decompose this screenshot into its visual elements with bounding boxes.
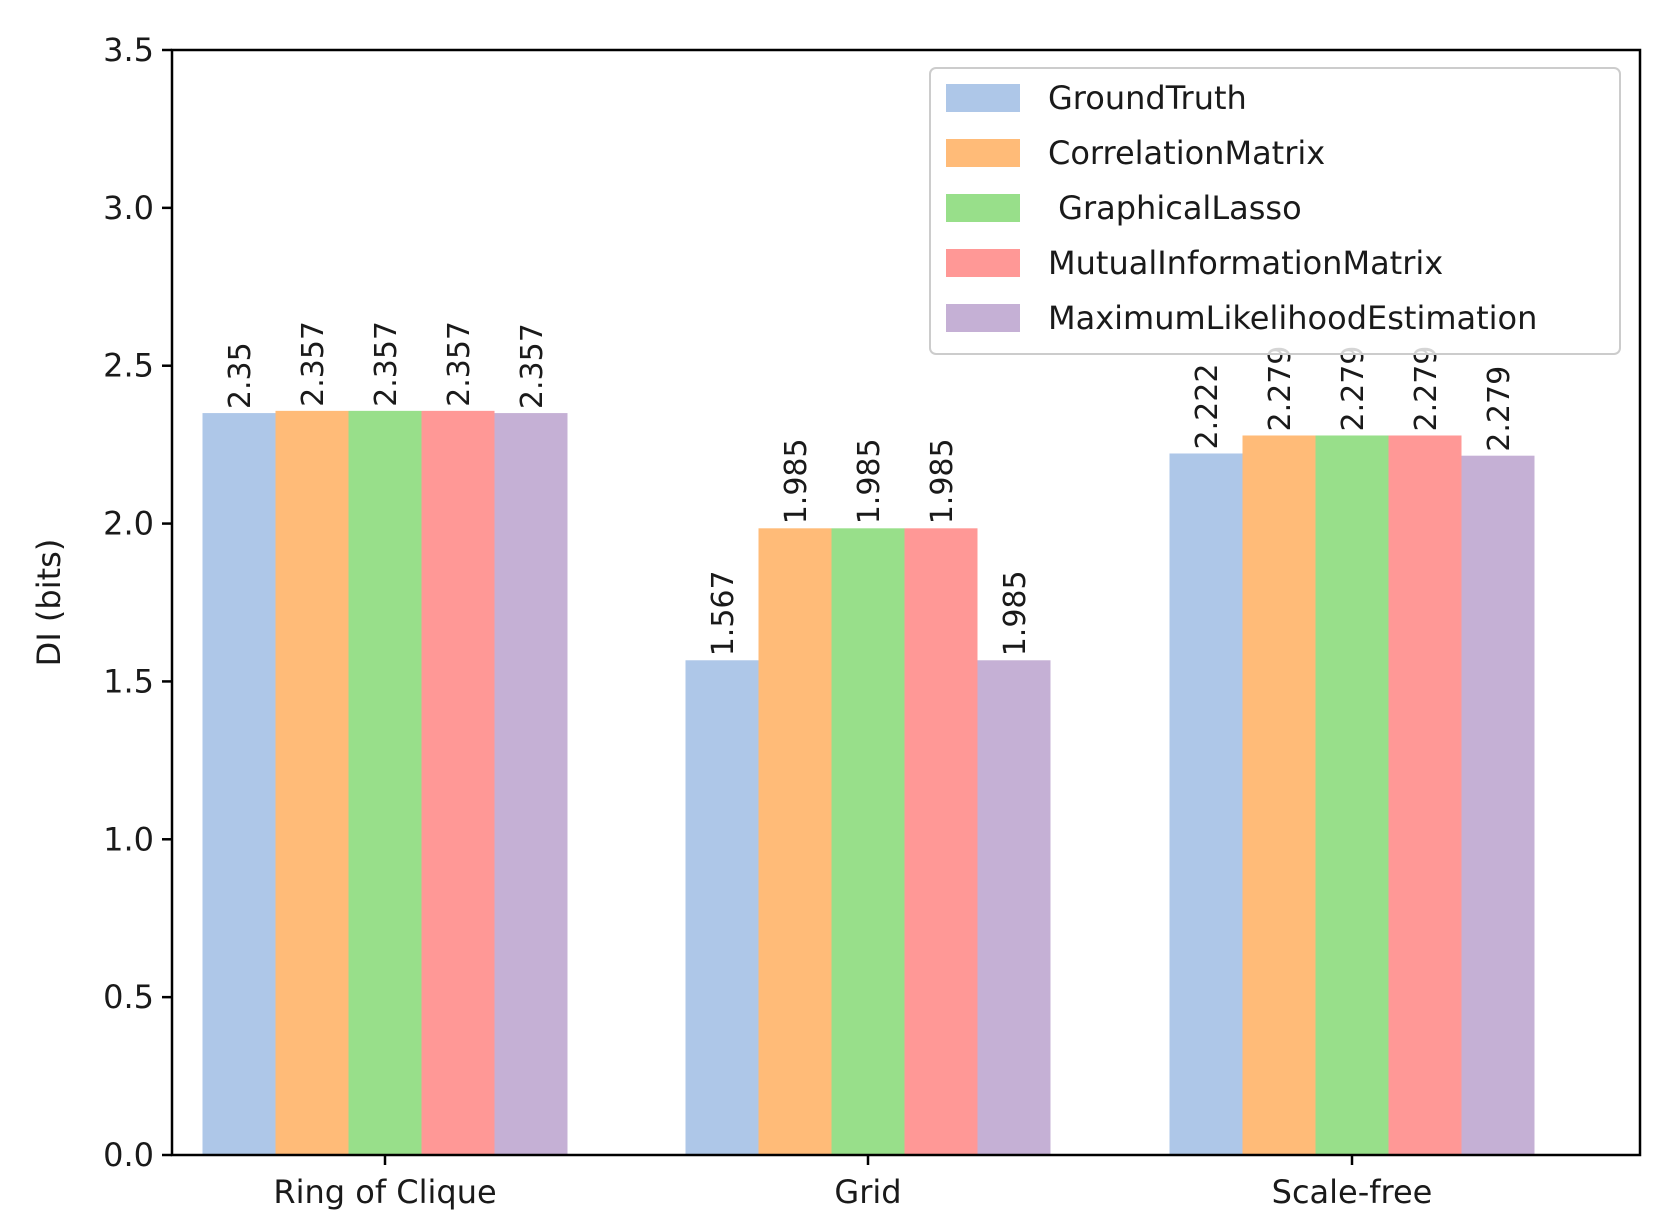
axes-layer: 0.0 0.5 1.0 1.5 2.0 2.5 3.0 3.5 Ring of Clique Gr… [30, 31, 1642, 1210]
legend: GroundTruth CorrelationMatrix GraphicalLa… [929, 67, 1621, 355]
x-tick-label: Ring of Clique [273, 1173, 496, 1210]
bar-0-0 [202, 413, 276, 1156]
bar-1-3 [904, 528, 978, 1155]
bar-labels-layer: 2.35 2.357 2.357 2.357 2.357 1.567 1.985 1.985 1… [223, 321, 1517, 656]
y-tick-label: 2.0 [103, 505, 154, 543]
bar-value-label: 2.357 [442, 321, 477, 407]
bar-value-label: 1.567 [706, 570, 741, 656]
legend-label: MaximumLikelihoodEstimation [1048, 299, 1537, 337]
legend-swatch [946, 139, 1020, 167]
bar-value-label: 2.279 [1336, 346, 1371, 432]
legend-label: GraphicalLasso [1048, 189, 1302, 227]
bar-value-label: 1.985 [779, 438, 814, 524]
bar-value-label: 2.279 [1409, 346, 1444, 432]
legend-swatch [946, 249, 1020, 277]
bar-value-label: 2.357 [515, 323, 550, 409]
bar-0-2 [348, 410, 422, 1155]
bar-value-label: 2.357 [369, 321, 404, 407]
x-tick-label: Scale-free [1272, 1173, 1433, 1210]
bar-2-2 [1315, 435, 1389, 1155]
bar-1-0 [685, 660, 759, 1155]
y-tick-label: 3.5 [103, 31, 154, 69]
bar-2-3 [1388, 435, 1462, 1155]
bar-value-label: 1.985 [998, 570, 1033, 656]
y-tick-label: 0.0 [103, 1136, 154, 1174]
bar-value-label: 2.357 [296, 321, 331, 407]
bar-value-label: 2.35 [223, 342, 258, 409]
legend-swatch [946, 304, 1020, 332]
bars-layer [202, 410, 1535, 1156]
y-tick-label: 2.5 [103, 347, 154, 385]
legend-label: CorrelationMatrix [1048, 134, 1325, 172]
y-tick-label: 1.5 [103, 662, 154, 700]
bar-1-4 [977, 660, 1051, 1155]
bar-value-label: 2.279 [1263, 346, 1298, 432]
y-tick-label: 0.5 [103, 978, 154, 1016]
legend-box [929, 67, 1621, 355]
plot-frame [170, 48, 1642, 1157]
y-tick-label: 1.0 [103, 820, 154, 858]
bar-0-3 [421, 410, 495, 1155]
bar-0-4 [494, 413, 568, 1156]
bar-value-label: 1.985 [925, 438, 960, 524]
legend-swatch [946, 194, 1020, 222]
bar-value-label: 1.985 [852, 438, 887, 524]
y-tick-label: 3.0 [103, 189, 154, 227]
legend-label: MutualInformationMatrix [1048, 244, 1443, 282]
bar-2-0 [1169, 453, 1243, 1155]
bar-2-4 [1461, 455, 1535, 1155]
legend-swatch [946, 84, 1020, 112]
legend-label: GroundTruth [1048, 79, 1247, 117]
bar-1-1 [758, 528, 832, 1155]
bar-1-2 [831, 528, 905, 1155]
y-axis-label: DI (bits) [30, 539, 68, 667]
bar-2-1 [1242, 435, 1316, 1155]
x-tick-label: Grid [834, 1173, 901, 1210]
bar-0-1 [275, 410, 349, 1155]
bar-value-label: 2.279 [1482, 366, 1517, 452]
bar-value-label: 2.222 [1190, 364, 1225, 450]
